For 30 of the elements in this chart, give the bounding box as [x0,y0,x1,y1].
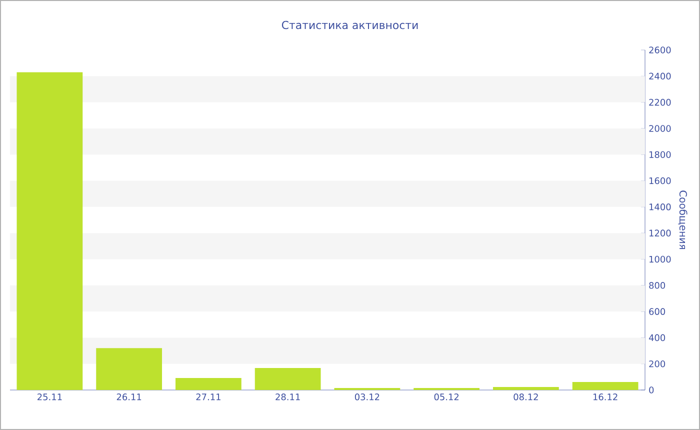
y-tick-label: 1800 [650,151,671,158]
x-tick-label: 26.11 [116,394,142,400]
chart-title: Статистика активности [282,20,418,30]
bar [493,386,559,390]
x-tick-label: 05.12 [434,394,459,400]
y-tick-label: 200 [649,360,666,368]
x-tick-label: 03.12 [354,394,380,400]
x-tick-label: 08.12 [514,394,538,400]
bar [572,382,638,390]
x-tick-label: 27.11 [196,394,220,400]
x-tick-label: 28.11 [276,394,300,400]
bar [16,72,83,390]
bar [96,348,162,390]
bar [254,368,321,390]
y-tick-label: 0 [649,386,654,394]
y-tick-label: 1600 [650,177,671,184]
y-tick-label: 1400 [650,204,671,210]
y-tick-label: 2400 [649,72,671,80]
y-tick-label: 400 [648,334,666,342]
y-tick-label: 2000 [649,125,671,132]
y-axis-title: Сообщения [678,190,688,250]
y-tick-label: 2200 [649,98,671,106]
y-tick-label: 600 [649,308,666,315]
y-tick-label: 2600 [649,46,671,54]
x-tick-label: 25.11 [38,394,62,400]
y-tick-label: 800 [649,282,666,289]
x-tick-label: 16.12 [593,394,618,400]
y-tick-label: 1000 [650,256,671,263]
bar [176,378,242,390]
y-tick-label: 1200 [650,230,671,236]
